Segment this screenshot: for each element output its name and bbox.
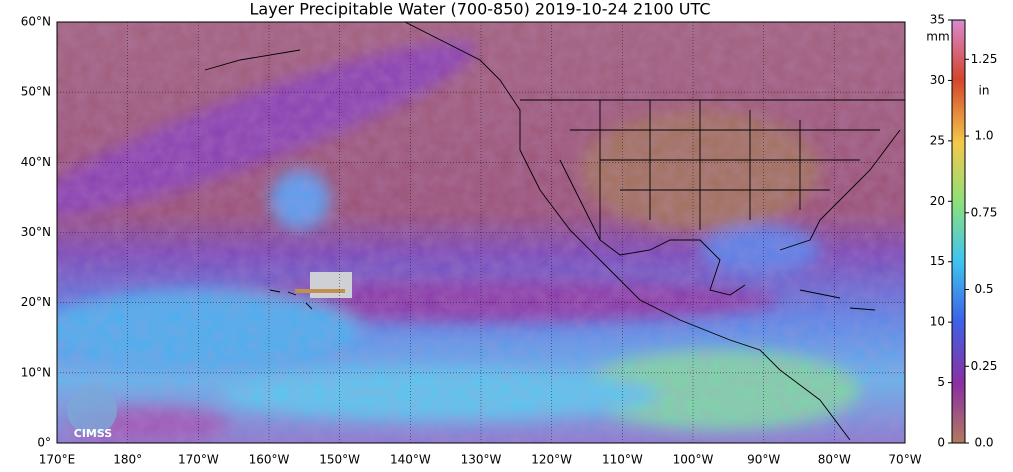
longitude-label: 70°W — [888, 453, 921, 467]
colorbar-mm-label: 25 — [930, 133, 945, 147]
colorbar-mm-label: 30 — [930, 73, 945, 87]
logo: CIMSS — [67, 385, 117, 440]
colorbar-in-unit: in — [979, 84, 990, 98]
latitude-label: 0° — [37, 436, 51, 450]
longitude-label: 110°W — [602, 453, 643, 467]
colorbar-mm-label: 10 — [930, 315, 945, 329]
colorbar-mm-label: 35 — [930, 13, 945, 27]
longitude-label: 90°W — [747, 453, 780, 467]
colorbar-mm-label: 0 — [937, 436, 945, 450]
latitude-label: 20°N — [21, 295, 51, 309]
latitude-label: 60°N — [21, 15, 51, 29]
latitude-label: 10°N — [21, 365, 51, 379]
longitude-label: 170°E — [39, 453, 76, 467]
longitude-label: 140°W — [390, 453, 431, 467]
map-frame — [56, 21, 906, 444]
longitude-label: 80°W — [818, 453, 851, 467]
longitude-label: 120°W — [531, 453, 572, 467]
map-field — [57, 22, 905, 443]
colorbar-mm-unit: mm — [926, 30, 949, 44]
longitude-label: 170°W — [178, 453, 219, 467]
colorbar-in-label: 0.0 — [974, 436, 993, 450]
longitude-label: 160°W — [249, 453, 290, 467]
longitude-label: 150°W — [319, 453, 360, 467]
longitude-label: 130°W — [461, 453, 502, 467]
colorbar-mm-label: 20 — [930, 194, 945, 208]
latitude-label: 40°N — [21, 155, 51, 169]
colorbar-mm-label: 5 — [937, 375, 945, 389]
latitude-label: 30°N — [21, 225, 51, 239]
colorbar-in-label: 0.25 — [971, 359, 998, 373]
latitude-label: 50°N — [21, 85, 51, 99]
colorbar-in-label: 0.75 — [971, 205, 998, 219]
logo-text: CIMSS — [74, 427, 113, 440]
colorbar-mm-label: 15 — [930, 254, 945, 268]
longitude-label: 100°W — [673, 453, 714, 467]
colorbar-in-label: 1.25 — [971, 52, 998, 66]
colorbar-in-label: 0.5 — [974, 282, 993, 296]
longitude-label: 180° — [113, 453, 142, 467]
colorbar-in-label: 1.0 — [974, 129, 993, 143]
colorbar — [951, 19, 966, 444]
map-title: Layer Precipitable Water (700-850) 2019-… — [250, 0, 711, 19]
